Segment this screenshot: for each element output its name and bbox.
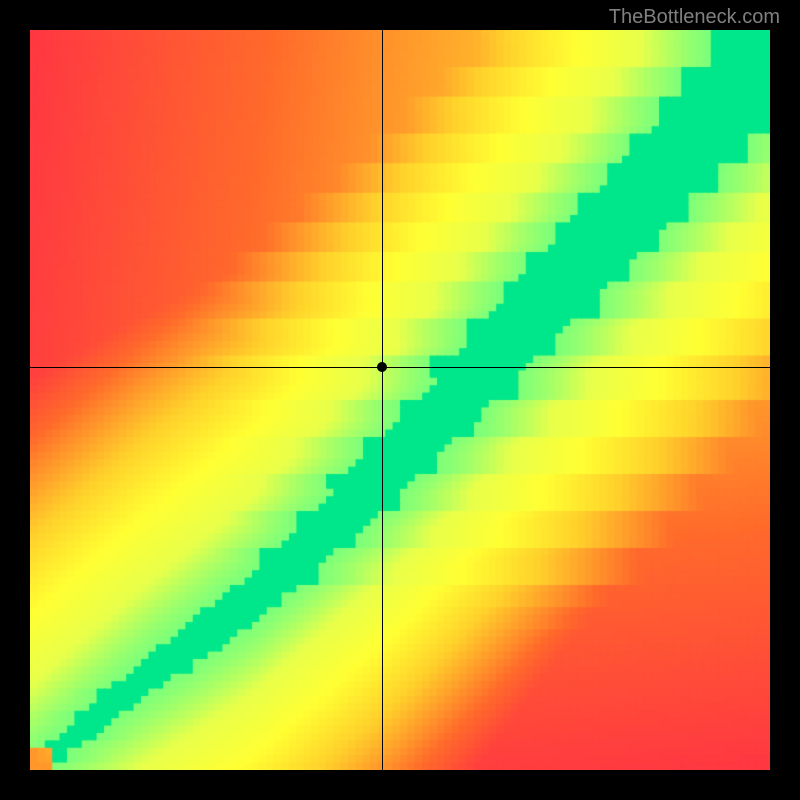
heatmap-chart <box>30 30 770 770</box>
crosshair-vertical <box>382 30 383 770</box>
data-point-marker <box>377 362 387 372</box>
crosshair-horizontal <box>30 367 770 368</box>
heatmap-canvas <box>30 30 770 770</box>
watermark-text: TheBottleneck.com <box>609 6 780 29</box>
